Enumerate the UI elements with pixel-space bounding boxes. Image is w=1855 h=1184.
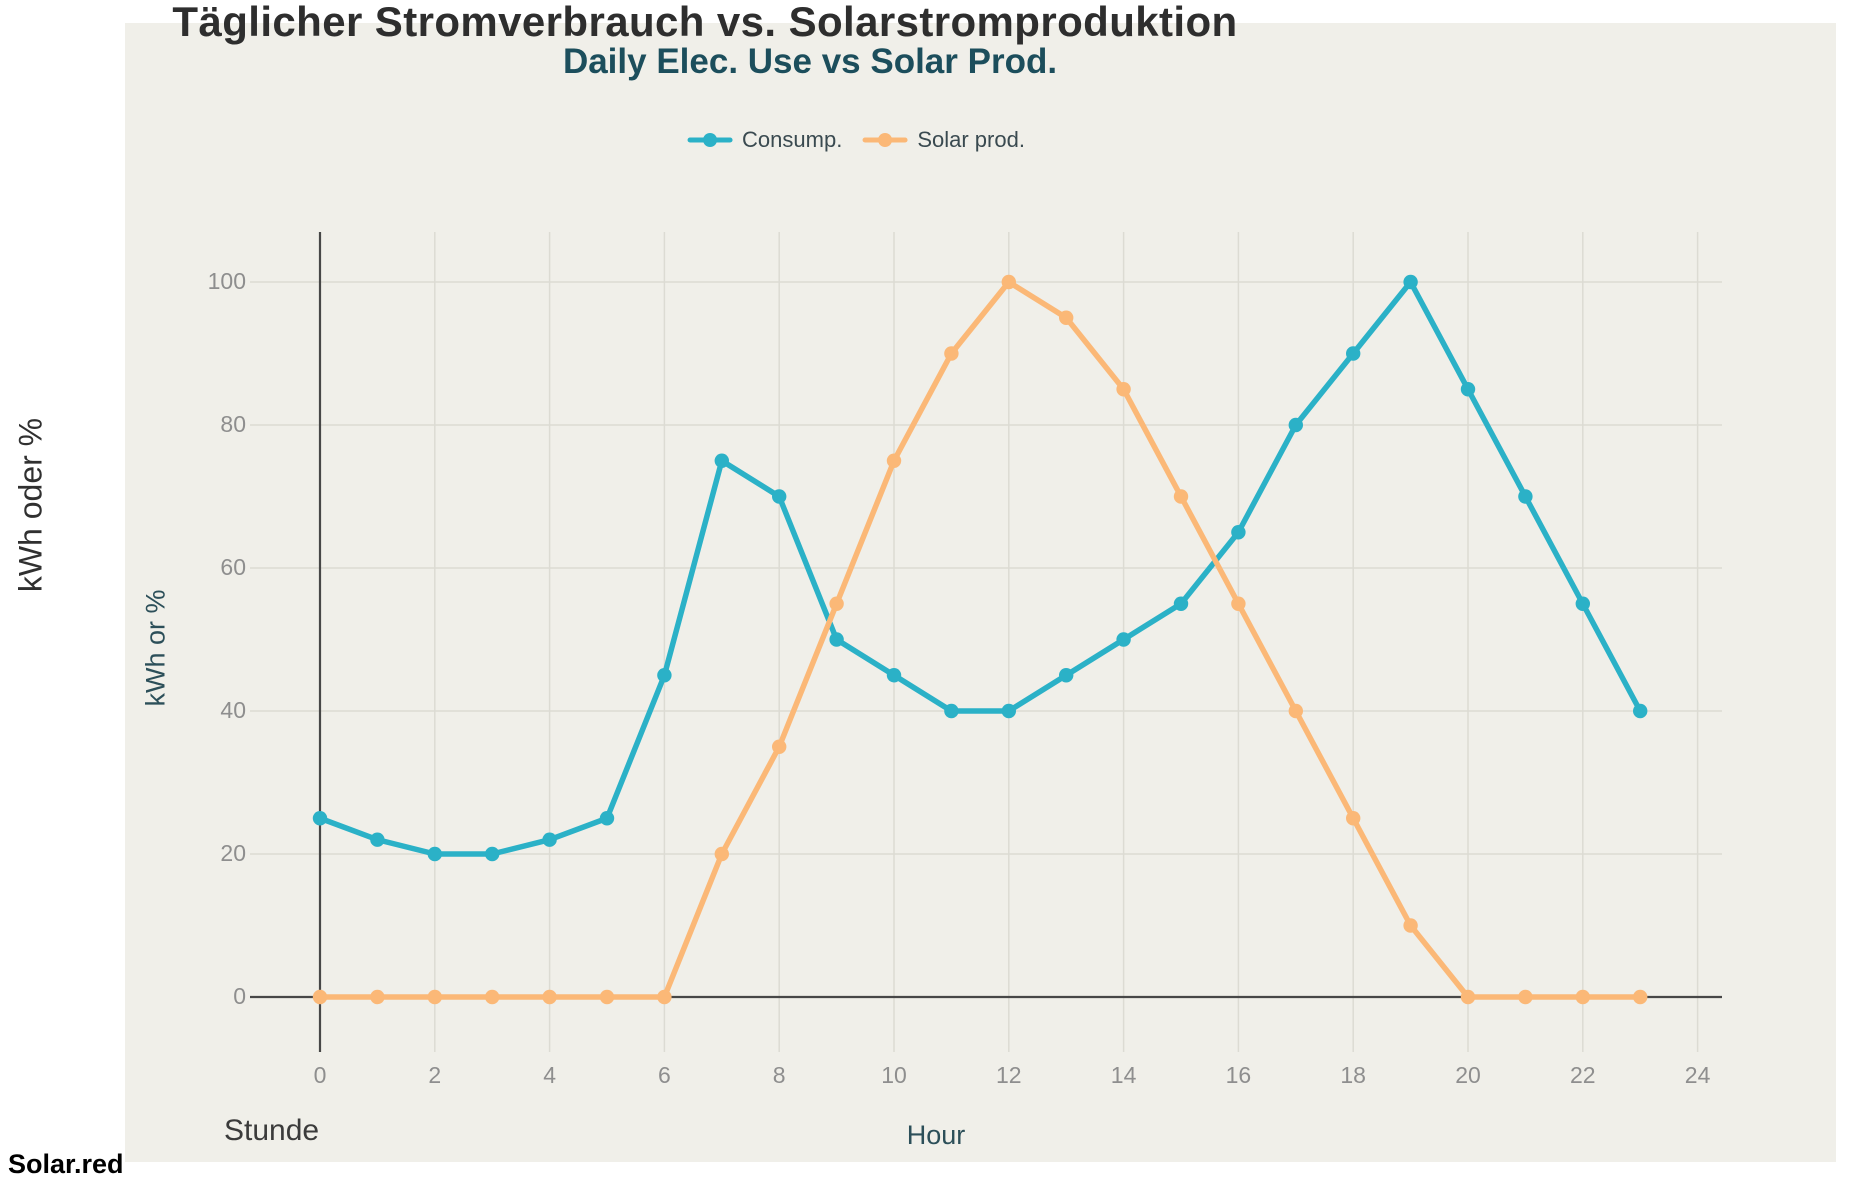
- data-point: [1059, 310, 1074, 325]
- svg-text:0: 0: [314, 1062, 327, 1088]
- chart-subtitle: Daily Elec. Use vs Solar Prod.: [562, 42, 1058, 81]
- data-point: [1231, 596, 1246, 611]
- svg-text:0: 0: [233, 983, 246, 1009]
- svg-text:22: 22: [1570, 1062, 1596, 1088]
- data-point: [312, 811, 328, 826]
- svg-text:14: 14: [1111, 1062, 1137, 1088]
- data-point: [829, 632, 844, 647]
- data-point: [1575, 989, 1591, 1005]
- chart-figure: [125, 23, 1836, 1162]
- svg-text:4: 4: [543, 1062, 556, 1088]
- svg-text:12: 12: [996, 1062, 1022, 1088]
- data-point: [599, 989, 615, 1005]
- data-point: [1518, 989, 1533, 1005]
- data-point: [1633, 989, 1648, 1005]
- data-point: [1001, 274, 1016, 290]
- chart-title: Täglicher Stromverbrauch vs. Solarstromp…: [172, 0, 1238, 45]
- svg-text:40: 40: [220, 697, 246, 723]
- brand-watermark: Solar.red: [8, 1149, 124, 1179]
- gridlines: [250, 232, 1722, 1052]
- data-point: [944, 346, 959, 361]
- legend-item-solar: Solar prod.: [862, 127, 1025, 153]
- svg-text:24: 24: [1685, 1062, 1711, 1088]
- data-point: [1001, 703, 1016, 719]
- data-point: [485, 989, 500, 1005]
- data-point: [1173, 596, 1189, 611]
- data-point: [657, 989, 672, 1005]
- data-point: [427, 989, 442, 1005]
- svg-text:20: 20: [1455, 1062, 1481, 1088]
- data-point: [1403, 274, 1418, 290]
- series-consump: [312, 274, 1648, 862]
- y-axis-label-english: kWh or %: [140, 589, 171, 707]
- svg-text:16: 16: [1226, 1062, 1252, 1088]
- legend-label-solar: Solar prod.: [917, 127, 1025, 152]
- svg-text:80: 80: [220, 411, 246, 437]
- data-point: [485, 846, 500, 862]
- data-point: [370, 832, 385, 847]
- data-point: [714, 846, 729, 862]
- data-point: [714, 453, 729, 468]
- data-point: [1173, 489, 1189, 504]
- data-point: [772, 489, 787, 504]
- y-tick-labels: 0 20 40 60 80 100: [208, 268, 246, 1009]
- data-point: [886, 668, 902, 683]
- data-point: [1575, 596, 1591, 611]
- svg-text:20: 20: [220, 840, 246, 866]
- data-point: [772, 739, 787, 754]
- svg-text:6: 6: [658, 1062, 671, 1088]
- data-point: [370, 989, 385, 1005]
- data-point: [1288, 417, 1304, 433]
- data-point: [944, 703, 959, 719]
- data-point: [1059, 668, 1074, 683]
- x-tick-labels: 0 2 4 6 8 10 12 14 16 18 20 22 24: [314, 1062, 1711, 1088]
- data-point: [1460, 382, 1476, 397]
- data-point: [1460, 989, 1476, 1005]
- data-point: [1518, 489, 1533, 504]
- svg-text:18: 18: [1340, 1062, 1366, 1088]
- data-point: [1346, 346, 1361, 361]
- data-point: [312, 989, 328, 1005]
- line-marker-icon: [862, 133, 908, 147]
- svg-text:100: 100: [208, 268, 246, 294]
- svg-text:60: 60: [220, 554, 246, 580]
- x-axis-label-english: Hour: [906, 1120, 966, 1150]
- data-point: [657, 668, 672, 683]
- data-point: [829, 596, 844, 611]
- data-point: [427, 846, 442, 862]
- axis-lines: [250, 232, 1722, 1052]
- legend-label-consumption: Consump.: [742, 127, 843, 152]
- svg-text:8: 8: [773, 1062, 786, 1088]
- legend-item-consumption: Consump.: [687, 127, 842, 153]
- data-point: [1116, 382, 1131, 397]
- data-point: [1288, 703, 1304, 719]
- x-axis-label-german: Stunde: [224, 1114, 320, 1147]
- data-point: [1346, 811, 1361, 826]
- svg-text:2: 2: [428, 1062, 441, 1088]
- data-point: [542, 832, 557, 847]
- chart-legend: Consump. Solar prod.: [687, 127, 1025, 153]
- svg-text:10: 10: [881, 1062, 907, 1088]
- data-point: [542, 989, 557, 1005]
- data-point: [1116, 632, 1131, 647]
- data-point: [599, 811, 615, 826]
- series-solar-prod: [312, 274, 1648, 1005]
- data-point: [1633, 703, 1648, 719]
- y-axis-label-german: kWh oder %: [12, 417, 49, 593]
- data-point: [886, 453, 902, 468]
- data-point: [1403, 918, 1418, 933]
- data-point: [1231, 525, 1246, 540]
- line-marker-icon: [687, 133, 733, 147]
